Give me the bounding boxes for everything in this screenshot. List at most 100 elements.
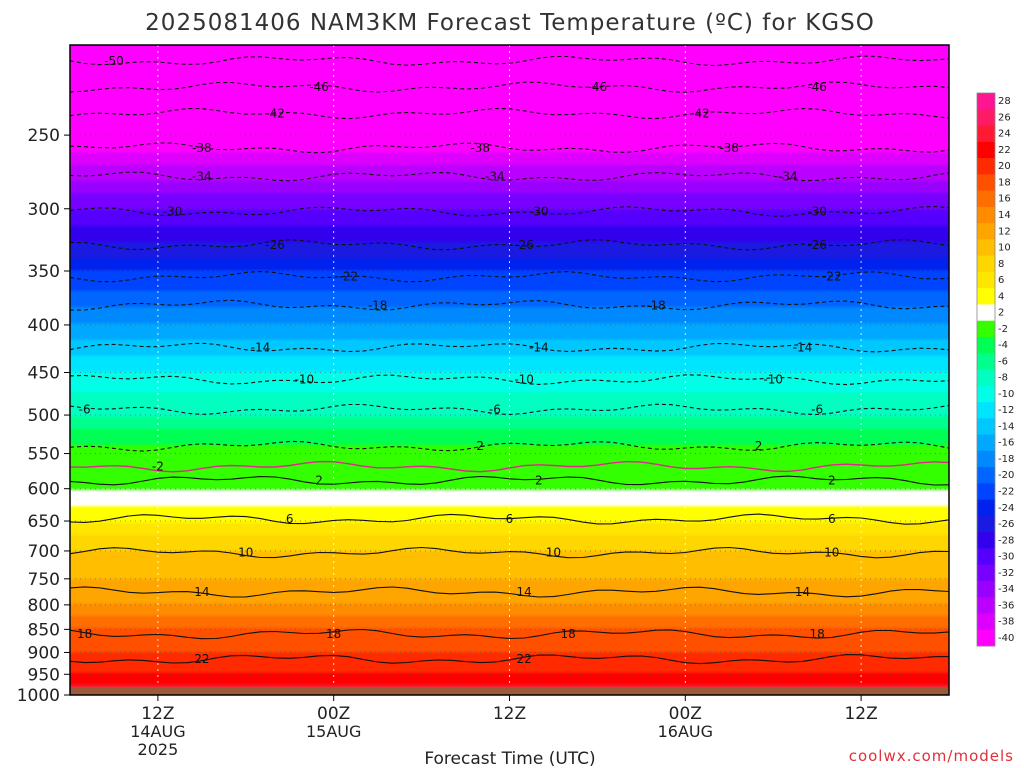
colorbar-label: 18 [998,177,1011,188]
colorbar-cell [977,385,995,403]
contour-label: 2 [476,439,484,453]
colorbar-label: -4 [998,340,1008,351]
pressure-tick-label: 550 [28,445,60,465]
contour-label: 14 [795,585,810,599]
contour-label: -26 [514,238,534,252]
colorbar-cell [977,434,995,452]
pressure-tick-label: 800 [28,596,60,616]
chart-title: 2025081406 NAM3KM Forecast Temperature (… [145,10,875,36]
contour-line [70,654,949,665]
contour-label: -22 [822,270,842,284]
pressure-tick-label: 350 [28,262,60,282]
colorbar-label: 22 [998,145,1011,156]
x-axis-title: Forecast Time (UTC) [424,749,595,768]
contour-label: -14 [793,341,813,355]
contour-label: -42 [690,107,710,121]
contour-label: -26 [265,238,285,252]
colorbar-label: -28 [998,535,1014,546]
colorbar-label: 28 [998,96,1011,107]
colorbar-cell [977,613,995,631]
colorbar-cell [977,450,995,468]
pressure-axis: 250 300 350 400 450 500 550 600 650 700 750 800 850 9… [17,126,70,706]
pressure-tick-label: 650 [28,512,60,532]
colorbar-label: -30 [998,552,1014,563]
colorbar-label: -40 [998,633,1014,644]
colorbar-label: -32 [998,568,1014,579]
colorbar-label: 4 [998,291,1004,302]
contour-label: 18 [77,627,92,641]
contour-label: -10 [295,373,315,387]
colorbar-label: 8 [998,259,1004,270]
contour-label: 6 [506,512,514,526]
colorbar-cell [977,206,995,224]
contour-label: -46 [588,80,608,94]
colorbar-cell [977,548,995,566]
pressure-tick-label: 1000 [17,686,60,706]
contour-lines: -50 -46 -46 -46 -42 -42 -38 -38 -38 -34 -34 -34 -30 -… [70,54,949,666]
contour-label: -10 [763,373,783,387]
contour-label: 6 [286,512,294,526]
colorbar-label: -16 [998,438,1014,449]
contour-line [70,55,949,67]
contour-label: 14 [194,585,209,599]
contour-line [70,586,949,598]
time-tick-label: 14AUG [130,722,185,741]
colorbar-label: 2 [998,308,1004,319]
colorbar-cell [977,515,995,533]
colorbar-cell [977,467,995,484]
colorbar-cell [977,288,995,305]
contour-label: -22 [339,270,359,284]
colorbar-frame [976,92,996,647]
colorbar-label: 12 [998,226,1011,237]
contour-label: -30 [529,204,549,218]
pressure-tick-label: 850 [28,620,60,640]
contour-label: -6 [489,402,501,416]
contour-label: -42 [265,107,285,121]
contour-label: 10 [546,546,561,560]
contour-line [70,239,949,251]
colorbar-label: 24 [998,129,1011,140]
contour-label: 6 [828,512,836,526]
colorbar-cell [977,402,995,419]
colorbar-cell [977,304,995,322]
contour-label: 2 [755,439,763,453]
contour-label: -34 [192,170,212,184]
contour-line [70,374,949,386]
contour-label: -6 [811,402,823,416]
colorbar-label: -6 [998,356,1008,367]
contour-label: 22 [517,652,532,666]
contour-label: 18 [326,627,341,641]
contour-label: 22 [194,652,209,666]
colorbar-label: -22 [998,486,1014,497]
colorbar-label: -36 [998,600,1014,611]
colorbar-cell [977,580,995,598]
time-tick-label: 12Z [844,704,877,724]
colorbar-label: -2 [998,324,1008,335]
contour-line [70,171,949,182]
colorbar-cell [977,190,995,208]
contour-label: 10 [824,546,839,560]
contour-label: -46 [807,80,827,94]
colorbar-label: -26 [998,519,1014,530]
colorbar-label: 26 [998,112,1011,123]
contour-label: 10 [238,546,253,560]
colorbar-cell [977,320,995,338]
contour-label: 18 [560,627,575,641]
contour-label: -34 [485,170,505,184]
pressure-tick-label: 500 [28,406,60,426]
colorbar-label: -10 [998,389,1014,400]
colorbar-cell [977,141,995,159]
colorbar-cell [977,336,995,354]
contour-label: -26 [807,238,827,252]
contour-label: -38 [719,141,739,155]
contour-label: 18 [810,627,825,641]
contour-label: -18 [646,298,666,312]
colorbar-cell [977,418,995,436]
contour-line [70,475,949,486]
colorbar-label: -20 [998,470,1014,481]
time-tick-label: 2025 [138,740,179,759]
colorbar-cell [977,109,995,127]
colorbar-cell [977,93,995,110]
colorbar-cell [977,255,995,273]
